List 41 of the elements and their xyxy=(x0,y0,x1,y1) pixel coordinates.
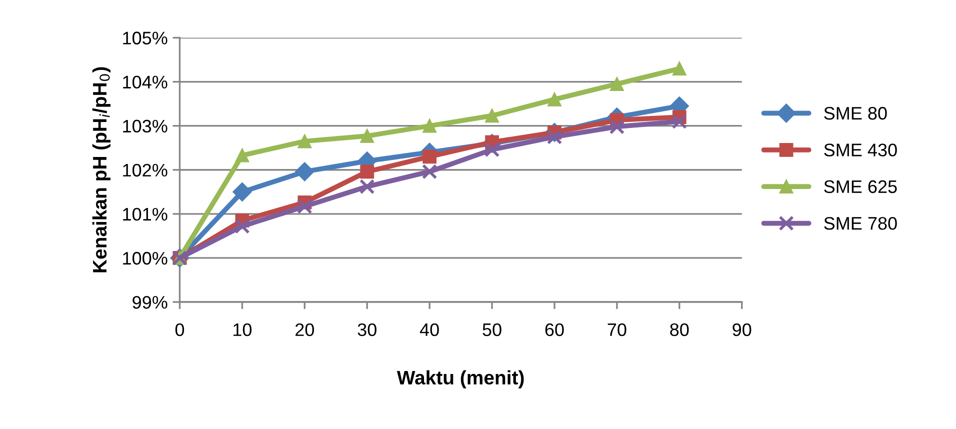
x-tick-label: 20 xyxy=(296,323,314,336)
y-tick-label: 102% xyxy=(123,164,168,177)
point xyxy=(672,114,688,130)
point xyxy=(548,92,562,106)
point xyxy=(295,162,314,182)
legend-label: SME 780 xyxy=(824,216,897,230)
point xyxy=(234,218,250,234)
point xyxy=(672,62,686,76)
y-tick-label: 101% xyxy=(123,208,168,221)
y-tick-label: 100% xyxy=(123,252,168,265)
y-axis-title: Kenaikan pH (pH$_{i}$/pH$_{0}$) xyxy=(92,67,110,272)
x-tick-label: 70 xyxy=(608,323,626,336)
point xyxy=(298,134,312,148)
point xyxy=(422,118,437,133)
point xyxy=(610,77,624,91)
x-axis-title: Waktu (menit) xyxy=(396,370,524,388)
point xyxy=(360,129,374,143)
x-tick-label: 80 xyxy=(670,323,689,336)
point xyxy=(360,164,374,179)
point xyxy=(422,164,438,180)
point xyxy=(359,178,375,194)
point xyxy=(609,119,625,134)
legend-label: SME 80 xyxy=(824,106,887,120)
x-tick-label: 60 xyxy=(545,323,564,336)
y-tick-label: 103% xyxy=(123,120,168,133)
x-tick-label: 30 xyxy=(358,323,376,336)
x-tick-label: 10 xyxy=(234,323,252,336)
legend-label: SME 625 xyxy=(824,180,897,194)
point xyxy=(232,182,252,202)
point xyxy=(235,148,250,162)
x-tick-label: 90 xyxy=(732,323,752,336)
x-tick-label: 50 xyxy=(482,323,502,336)
x-tick-label: 0 xyxy=(175,323,184,336)
legend-label: SME 430 xyxy=(824,144,897,156)
point xyxy=(422,150,437,164)
point xyxy=(297,198,312,214)
x-tick-label: 40 xyxy=(420,323,439,336)
y-tick-label: 99% xyxy=(132,296,168,309)
y-tick-label: 104% xyxy=(123,76,168,89)
y-tick-label: 105% xyxy=(123,32,168,44)
point xyxy=(485,108,499,123)
